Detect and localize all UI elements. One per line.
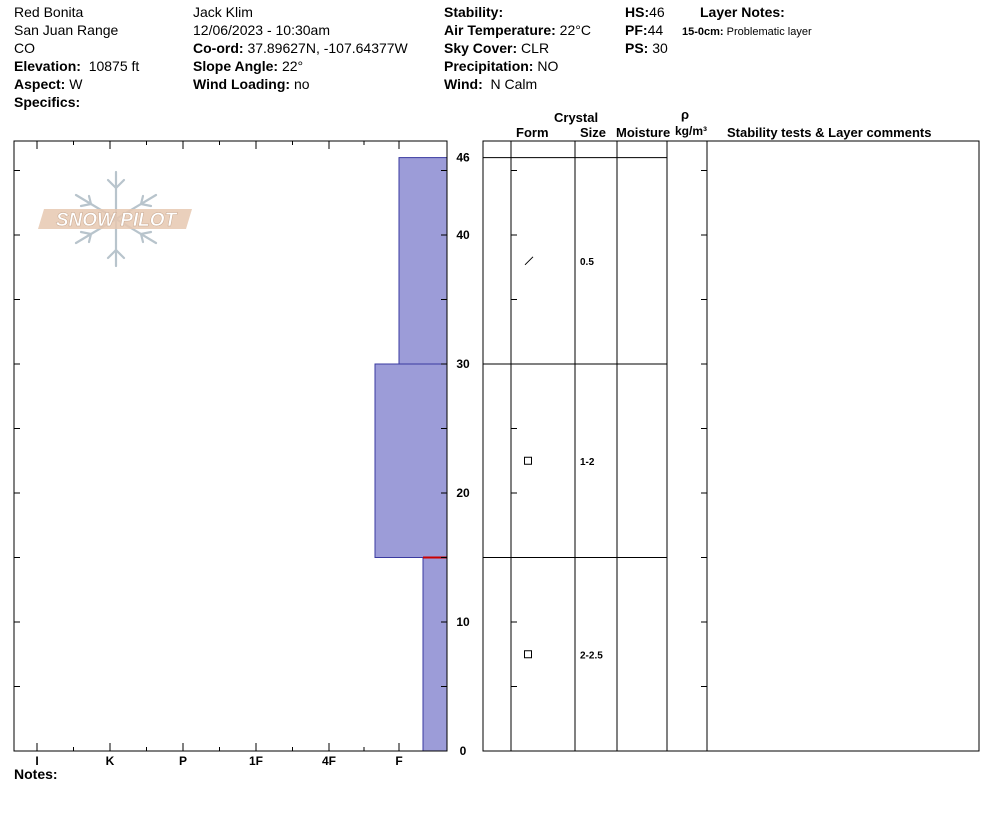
- precipitation: Precipitation: NO: [444, 58, 558, 74]
- wind: Wind: N Calm: [444, 76, 537, 92]
- sky-value: CLR: [521, 40, 550, 56]
- stability-comments-header: Stability tests & Layer comments: [727, 125, 932, 140]
- wind-loading-value: no: [293, 76, 310, 92]
- hardness-tick-label: I: [35, 754, 38, 768]
- hardness-tick-label: K: [106, 754, 115, 768]
- stability-label: Stability:: [444, 4, 504, 20]
- faceted-icon: [524, 650, 532, 659]
- height-tick-label: 10: [456, 615, 470, 629]
- table-rows: 0.5 1-2 2-2.5: [483, 157, 707, 752]
- range: San Juan Range: [14, 22, 119, 38]
- hardness-layer-bar-2: [374, 363, 448, 558]
- layer-note-range: 15-0cm:: [682, 26, 724, 38]
- pf: PF:44: [625, 22, 663, 38]
- hardness-tick-label: F: [395, 754, 402, 768]
- density-unit-header: kg/m³: [675, 124, 708, 138]
- snowpilot-logo: SNOW PILOT: [38, 170, 192, 268]
- height-tick-label: 40: [456, 228, 470, 242]
- hardness-profile-chart: I K P 1F 4F F 0 10 20 30 40 46: [13, 140, 470, 768]
- precip-value: NO: [537, 58, 559, 74]
- precip-particle-icon: [524, 256, 534, 266]
- height-tick-label: 0: [460, 744, 467, 758]
- hs: HS:46: [625, 4, 665, 20]
- sky-label: Sky Cover:: [444, 40, 518, 56]
- hardness-layer-bar-3: [422, 557, 448, 752]
- elevation-value: 10875 ft: [88, 58, 140, 74]
- ps: PS: 30: [625, 40, 668, 56]
- elevation: Elevation: 10875 ft: [14, 58, 139, 74]
- state: CO: [14, 40, 35, 56]
- profile-ticks: I K P 1F 4F F 0 10 20 30 40 46: [14, 141, 470, 768]
- pf-label: PF:: [625, 22, 648, 38]
- profile-frame: [13, 140, 448, 752]
- pf-value: 44: [647, 22, 664, 38]
- specifics-label: Specifics:: [14, 94, 81, 110]
- aspect-value: W: [69, 76, 83, 92]
- notes-label: Notes:: [14, 766, 58, 782]
- slope-value: 22°: [281, 58, 304, 74]
- hs-value: 46: [649, 4, 665, 20]
- stability: Stability:: [444, 4, 503, 20]
- observer: Jack Klim: [193, 4, 253, 20]
- air-temperature: Air Temperature: 22°C: [444, 22, 591, 38]
- slope-angle: Slope Angle: 22°: [193, 58, 303, 74]
- faceted-icon: [524, 456, 532, 465]
- air-temp-value: 22°C: [559, 22, 591, 38]
- wind-label: Wind:: [444, 76, 483, 92]
- wind-value: N Calm: [490, 76, 538, 92]
- crystal-size-label: 0.5: [580, 257, 594, 268]
- layer-note: 15-0cm: Problematic layer: [682, 24, 812, 40]
- elevation-label: Elevation:: [14, 58, 81, 74]
- slope-label: Slope Angle:: [193, 58, 279, 74]
- air-temp-label: Air Temperature:: [444, 22, 556, 38]
- sky-cover: Sky Cover: CLR: [444, 40, 549, 56]
- wind-loading: Wind Loading: no: [193, 76, 310, 92]
- aspect-label: Aspect:: [14, 76, 66, 92]
- crystal-size-label: 1-2: [580, 457, 595, 468]
- hardness-tick-label: 1F: [249, 754, 263, 768]
- form-header: Form: [516, 125, 549, 140]
- hs-label: HS:: [625, 4, 650, 20]
- height-tick-label: 30: [456, 357, 470, 371]
- layer-note-text: Problematic layer: [726, 26, 812, 38]
- crystal-size-label: 2-2.5: [580, 650, 603, 661]
- layer-table: 0.5 1-2 2-2.5: [482, 140, 980, 752]
- datetime: 12/06/2023 - 10:30am: [193, 22, 330, 38]
- hardness-layer-bar-1: [398, 157, 448, 365]
- height-tick-label: 20: [456, 486, 470, 500]
- size-header: Size: [580, 125, 607, 140]
- hardness-tick-label: P: [179, 754, 187, 768]
- profile-layers: [374, 157, 448, 752]
- layer-notes-label: Layer Notes:: [700, 4, 785, 20]
- coordinates: Co-ord: 37.89627N, -107.64377W: [193, 40, 408, 56]
- table-frame: [482, 140, 980, 752]
- logo-text: SNOW PILOT: [56, 210, 178, 231]
- crystal-header: Crystal: [554, 110, 599, 125]
- location: Red Bonita: [14, 4, 84, 20]
- moisture-header: Moisture: [616, 125, 671, 140]
- ps-value: 30: [652, 40, 668, 56]
- rho-header: ρ: [681, 107, 690, 122]
- coord-value: 37.89627N, -107.64377W: [247, 40, 408, 56]
- coord-label: Co-ord:: [193, 40, 244, 56]
- ps-label: PS:: [625, 40, 649, 56]
- height-tick-label: 46: [456, 151, 470, 165]
- hardness-tick-label: 4F: [322, 754, 336, 768]
- precip-label: Precipitation:: [444, 58, 534, 74]
- aspect: Aspect: W: [14, 76, 82, 92]
- wind-loading-label: Wind Loading:: [193, 76, 291, 92]
